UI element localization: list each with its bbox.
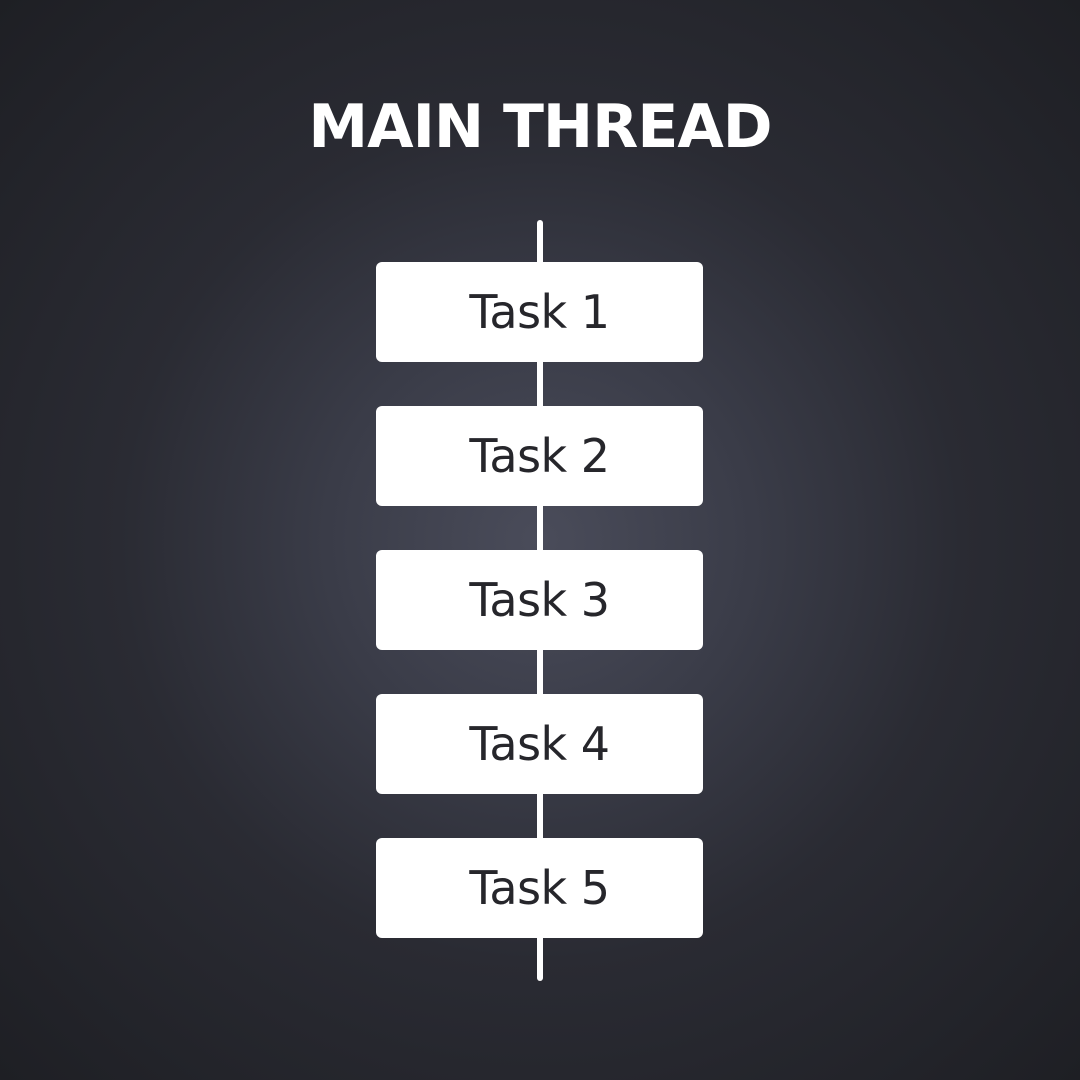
task-label-4: Task 4 <box>469 717 610 771</box>
task-box-3: Task 3 <box>376 550 703 650</box>
task-label-2: Task 2 <box>469 429 610 483</box>
diagram-title: MAIN THREAD <box>308 92 772 162</box>
task-box-2: Task 2 <box>376 406 703 506</box>
task-box-5: Task 5 <box>376 838 703 938</box>
task-label-5: Task 5 <box>469 861 610 915</box>
task-label-1: Task 1 <box>469 285 610 339</box>
task-label-3: Task 3 <box>469 573 610 627</box>
task-box-4: Task 4 <box>376 694 703 794</box>
task-box-1: Task 1 <box>376 262 703 362</box>
